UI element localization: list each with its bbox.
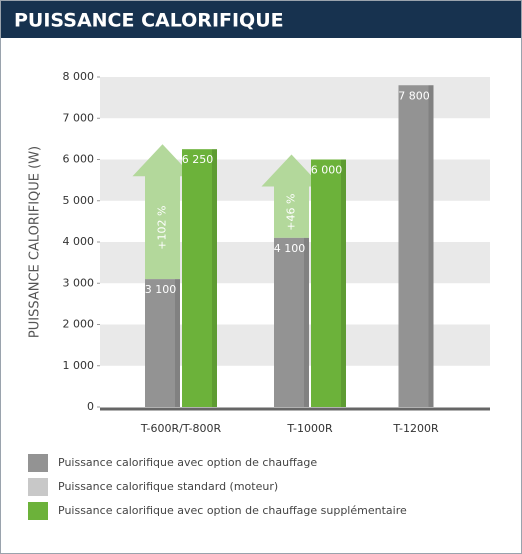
y-tick-label: 3 000 — [63, 276, 95, 289]
y-tick-label: 5 000 — [63, 194, 95, 207]
value-label: 3 100 — [145, 283, 177, 296]
bar — [398, 85, 434, 407]
x-tick-label: T-1000R — [286, 422, 333, 435]
bar — [274, 237, 309, 407]
y-tick-label: 1 000 — [63, 359, 95, 372]
chart-title: PUISSANCE CALORIFIQUE — [14, 10, 284, 32]
arrow-label: +46 % — [285, 194, 298, 231]
arrow-label: +102 % — [156, 206, 169, 250]
bar-edge — [341, 159, 346, 407]
y-tick-label: 0 — [87, 400, 94, 413]
bar-edge — [175, 279, 180, 407]
bar — [182, 149, 217, 407]
y-tick-label: 4 000 — [63, 235, 95, 248]
increase-arrow — [261, 154, 322, 238]
value-label: 6 250 — [182, 153, 214, 166]
value-label: 4 100 — [274, 242, 306, 255]
increase-arrow — [132, 144, 193, 280]
y-tick-label: 2 000 — [63, 318, 95, 331]
legend-label: Puissance calorifique avec option de cha… — [58, 504, 407, 517]
y-axis-label: PUISSANCE CALORIFIQUE (W) — [28, 146, 43, 338]
legend-label: Puissance calorifique standard (moteur) — [58, 480, 278, 493]
y-tick-label: 6 000 — [63, 153, 95, 166]
y-tick-label: 8 000 — [63, 70, 95, 83]
x-tick-label: T-1200R — [392, 422, 439, 435]
value-label: 7 800 — [398, 89, 430, 102]
value-label: 6 000 — [311, 164, 343, 177]
x-tick-label: T-600R/T-800R — [140, 422, 222, 435]
legend-swatch — [28, 454, 48, 472]
header — [1, 1, 521, 38]
bar — [145, 279, 180, 407]
legend-label: Puissance calorifique avec option de cha… — [58, 456, 317, 469]
bar-edge — [428, 85, 434, 407]
legend-swatch — [28, 478, 48, 496]
bar-edge — [212, 149, 217, 407]
y-tick-label: 7 000 — [63, 111, 95, 124]
legend-swatch — [28, 502, 48, 520]
bar-edge — [304, 237, 309, 407]
bar — [311, 159, 346, 407]
